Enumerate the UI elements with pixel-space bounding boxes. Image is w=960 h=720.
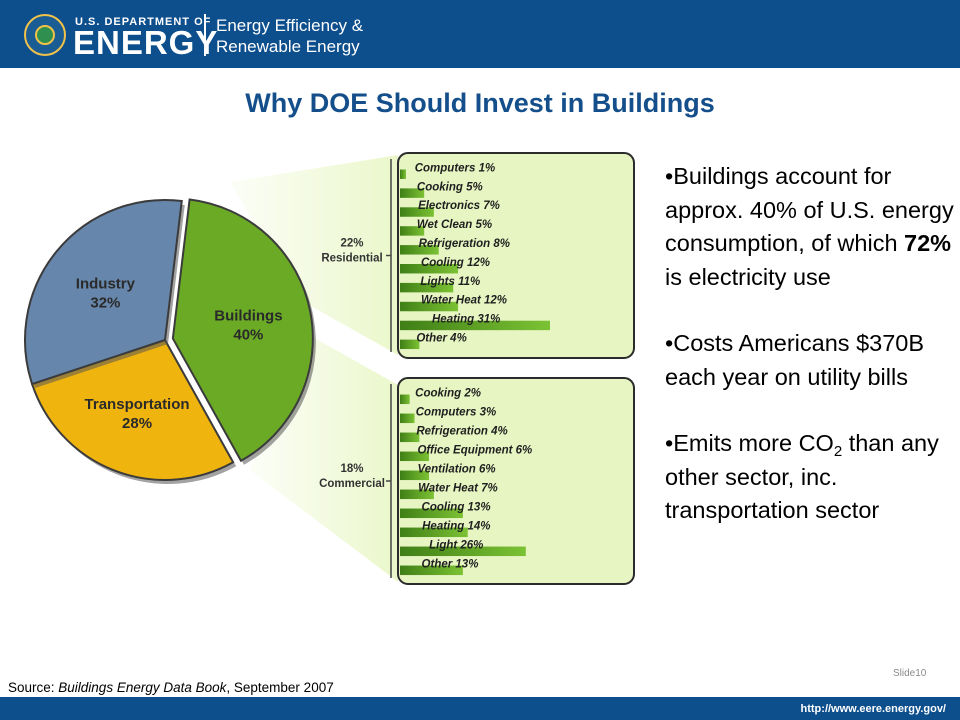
bar-commercial-6: [400, 508, 463, 519]
bullet-text: than any other sector, inc. transportati…: [665, 430, 939, 523]
bar-commercial-1: [400, 413, 415, 424]
bar-label-residential-9: Other 4%: [416, 332, 467, 344]
site-url-link[interactable]: http://www.eere.energy.gov/: [800, 703, 946, 715]
pie-slice-transportation: [30, 338, 235, 481]
doe-seal-icon: [24, 14, 66, 56]
bar-label-residential-1: Cooking 5%: [417, 181, 483, 193]
bar-label-residential-8: Heating 31%: [432, 314, 500, 326]
group-name-commercial: Commercial: [319, 478, 385, 490]
header-bar: [0, 0, 960, 68]
bullet-emissions: •Emits more CO2 than any other sector, i…: [665, 427, 960, 528]
bar-label-commercial-1: Computers 3%: [416, 406, 497, 418]
bar-label-residential-7: Water Heat 12%: [421, 295, 507, 307]
pie-label-industry: Industry: [76, 275, 136, 292]
bar-label-residential-5: Cooling 12%: [421, 257, 490, 269]
bar-label-residential-6: Lights 11%: [420, 276, 480, 288]
energy-wordmark: ENERGY: [73, 24, 219, 61]
bar-label-commercial-2: Refrigeration 4%: [416, 425, 507, 437]
slide-number: Slide10: [893, 668, 927, 679]
footer-bar: [0, 697, 960, 720]
bar-commercial-2: [400, 432, 420, 443]
bullet-bold-value: 72%: [904, 230, 952, 256]
source-title: Buildings Energy Data Book: [58, 680, 227, 695]
bar-label-commercial-5: Water Heat 7%: [418, 482, 498, 494]
group-name-residential: Residential: [321, 253, 382, 265]
fan-residential: [230, 155, 398, 355]
source-prefix: Source:: [8, 680, 59, 695]
bar-commercial-7: [400, 527, 468, 538]
bar-commercial-3: [400, 451, 430, 462]
bullet-text: •Emits more CO: [665, 430, 834, 456]
pie-value-buildings: 40%: [233, 327, 263, 344]
slide-title: Why DOE Should Invest in Buildings: [245, 88, 715, 118]
pie-label-buildings: Buildings: [214, 308, 282, 325]
bar-label-commercial-9: Other 13%: [422, 558, 479, 570]
bar-label-residential-4: Refrigeration 8%: [419, 238, 510, 250]
bullet-energy-share: •Buildings account for approx. 40% of U.…: [665, 160, 960, 294]
pie-slice-buildings: [171, 198, 314, 463]
logo-divider: [204, 14, 206, 56]
bar-residential-9: [400, 339, 420, 350]
bar-residential-4: [400, 245, 439, 255]
bar-label-residential-2: Electronics 7%: [418, 200, 500, 212]
bar-label-commercial-8: Light 26%: [429, 539, 483, 551]
pie-value-industry: 32%: [90, 294, 120, 311]
bar-residential-1: [400, 188, 425, 198]
bar-label-commercial-6: Cooling 13%: [422, 501, 491, 513]
group-value-residential: 22%: [340, 238, 363, 250]
bar-residential-8: [400, 320, 550, 331]
subscript-2: 2: [833, 443, 843, 460]
bullet-text: is electricity use: [665, 263, 831, 290]
bar-label-commercial-0: Cooking 2%: [415, 387, 481, 399]
bullet-costs: •Costs Americans $370B each year on util…: [665, 327, 960, 394]
bullet-text: •Costs Americans $370B each year on util…: [665, 330, 925, 390]
bar-commercial-9: [400, 565, 463, 576]
bar-label-residential-0: Computers 1%: [415, 162, 496, 174]
bar-label-commercial-7: Heating 14%: [422, 520, 490, 532]
source-suffix: , September 2007: [226, 680, 334, 695]
source-citation: Source: Buildings Energy Data Book, Sept…: [8, 680, 334, 695]
bar-commercial-0: [400, 394, 410, 405]
bar-residential-2: [400, 207, 434, 217]
pie-slice-industry: [24, 199, 183, 386]
bullet-list: •Buildings account for approx. 40% of U.…: [665, 160, 960, 528]
group-value-commercial: 18%: [340, 463, 363, 475]
bar-label-residential-3: Wet Clean 5%: [417, 219, 492, 231]
bar-commercial-5: [400, 489, 434, 500]
bar-residential-5: [400, 264, 459, 274]
bar-commercial-4: [400, 470, 430, 481]
bar-residential-6: [400, 282, 454, 293]
bar-commercial-8: [400, 546, 526, 557]
dept-line: U.S. DEPARTMENT OF: [75, 16, 212, 28]
bar-label-commercial-4: Ventilation 6%: [417, 463, 495, 475]
bar-label-commercial-3: Office Equipment 6%: [417, 444, 532, 456]
bar-residential-7: [400, 301, 459, 312]
bar-residential-3: [400, 226, 425, 236]
pie-value-transportation: 28%: [122, 415, 152, 432]
office-name: Energy Efficiency & Renewable Energy: [216, 16, 364, 56]
pie-label-transportation: Transportation: [85, 396, 190, 413]
bullet-text: •Buildings account for approx. 40% of U.…: [665, 163, 954, 256]
energy-chart: Buildings 40% Transportation 28% Industry 32%…: [24, 152, 635, 585]
bar-residential-0: [400, 169, 406, 179]
